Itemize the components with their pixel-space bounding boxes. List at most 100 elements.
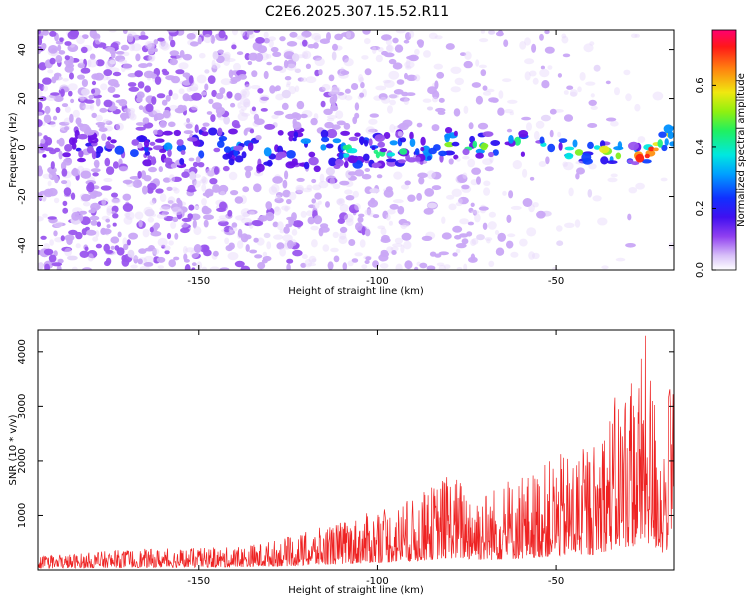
spectrogram-cell [173, 256, 180, 261]
spectrogram-cell [457, 174, 468, 184]
spectrogram-cell [233, 123, 241, 129]
spectrogram-cell [80, 193, 92, 202]
spectrogram-cell [383, 52, 395, 58]
spectrogram-cell [138, 105, 144, 110]
spectrogram-cell [142, 228, 150, 238]
spectrogram-cell [399, 148, 408, 155]
spectrogram-cell [103, 177, 113, 183]
figure-title: C2E6.2025.307.15.52.R11 [265, 4, 449, 20]
spectrogram-cell [201, 131, 209, 137]
spectrogram-cell [468, 122, 474, 130]
spectrogram-cell [387, 105, 393, 114]
spectrogram-cell [427, 155, 432, 161]
spectrogram-cell [123, 108, 131, 113]
spectrogram-y-label: Frequency (Hz) [8, 112, 19, 188]
spectrogram-cell [416, 122, 423, 128]
spectrogram-cell [218, 135, 228, 142]
spectrogram-cell [468, 207, 474, 213]
spectrogram-cell [327, 261, 334, 270]
spectrogram-cell [127, 107, 136, 114]
spectrogram-cell [364, 228, 371, 237]
spectrogram-cell [139, 265, 150, 270]
spectrogram-cell [436, 71, 445, 79]
spectrogram-cell [311, 239, 318, 248]
spectrogram-cell [470, 202, 475, 207]
spectrogram-cell [574, 149, 584, 156]
spectrogram-cell [576, 167, 585, 175]
spectrogram-cell [601, 265, 609, 270]
spectrogram-cell [296, 177, 305, 182]
spectrogram-cell [535, 120, 545, 129]
spectrogram-cell [539, 33, 544, 41]
spectrogram-cell [397, 205, 405, 215]
spectrogram-cell [272, 176, 283, 184]
spectrogram-cell [103, 99, 113, 108]
spectrogram-cell [377, 47, 384, 52]
spectrogram-cell [128, 86, 140, 92]
spectrogram-cell [479, 38, 489, 43]
spectrogram-cell [99, 107, 108, 113]
spectrogram-cell [239, 109, 245, 114]
spectrogram-cell [331, 84, 338, 90]
spectrogram-cell [322, 244, 330, 252]
spectrogram-cell [562, 53, 571, 58]
spectrogram-cell [188, 204, 195, 211]
spectrogram-cell [286, 63, 297, 71]
spectrogram-cell [77, 74, 85, 80]
spectrogram-cell [233, 145, 244, 151]
spectrogram-cell [157, 237, 168, 247]
spectrogram-cell [276, 221, 284, 231]
spectrogram-cell [240, 30, 246, 37]
spectrogram-cell [338, 198, 345, 204]
spectrogram-cell [311, 258, 317, 263]
spectrogram-cell [220, 78, 232, 86]
spectrogram-cell [416, 192, 422, 201]
spectrogram-cell [532, 77, 539, 85]
spectrogram-cell [128, 232, 139, 240]
spectrogram-cell [241, 112, 251, 117]
spectrogram-cell [329, 96, 335, 105]
colorbar-gradient [712, 30, 736, 270]
spectrogram-cell [122, 30, 128, 34]
spectrogram-cell [497, 232, 507, 242]
spectrogram-cell [161, 211, 169, 216]
spectrogram-cell [154, 76, 162, 85]
spectrogram-cell [192, 219, 197, 229]
spectrogram-cell [414, 148, 420, 156]
spectrogram-cell [142, 185, 148, 195]
spectrogram-cell [402, 222, 410, 228]
spectrogram-cell [207, 235, 217, 240]
spectrogram-cell [58, 50, 66, 55]
spectrogram-cell [87, 182, 95, 190]
spectrogram-cell [231, 222, 238, 228]
spectrogram-cell [383, 132, 391, 139]
spectrogram-cell [78, 95, 89, 100]
spectrogram-cell [648, 146, 655, 152]
spectrogram-cell [389, 123, 396, 133]
spectrogram-cell [89, 53, 96, 60]
spectrogram-cell [89, 30, 97, 39]
spectrogram-cell [207, 75, 216, 84]
spectrogram-cell [171, 206, 182, 213]
spectrogram-cell [282, 179, 288, 189]
spectrogram-cell [364, 260, 370, 264]
spectrogram-cell [244, 84, 251, 91]
spectrogram-cell [454, 77, 464, 86]
spectrogram-cell [127, 82, 137, 87]
spectrogram-cell [405, 32, 412, 41]
spectrogram-cell [111, 198, 120, 203]
spectrogram-cell [453, 154, 459, 160]
spectrogram-cell [234, 196, 244, 204]
spectrogram-cell [311, 198, 317, 204]
spectrogram-cell [266, 61, 273, 66]
spectrogram-cell [263, 31, 269, 39]
spectrogram-cell [153, 145, 164, 151]
spectrogram-cell [368, 128, 378, 133]
spectrogram-cell [589, 41, 595, 46]
spectrogram-cell [38, 132, 43, 137]
spectrogram-cell [121, 63, 133, 69]
spectrogram-cell [458, 196, 469, 205]
snr-x-label: Height of straight line (km) [288, 585, 424, 596]
spectrogram-cell [194, 124, 199, 133]
spectrogram-cell [243, 98, 251, 108]
